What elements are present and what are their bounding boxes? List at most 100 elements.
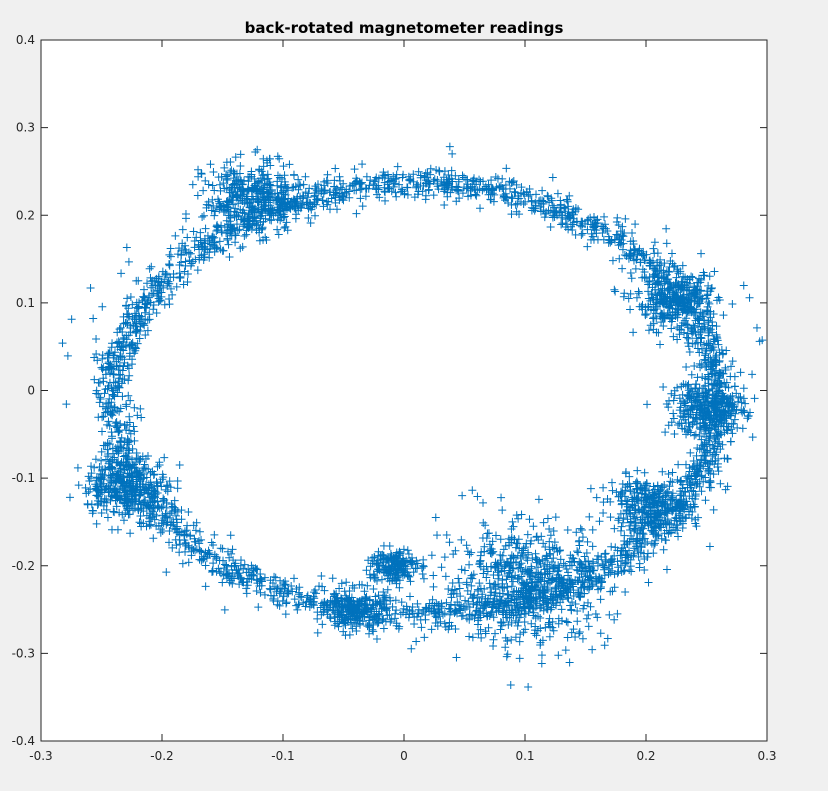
scatter-point (711, 450, 720, 459)
scatter-point (421, 610, 430, 619)
scatter-point (576, 559, 585, 568)
scatter-point (417, 623, 426, 632)
scatter-point (290, 595, 299, 604)
scatter-point (671, 525, 680, 534)
scatter-point (169, 520, 178, 529)
scatter-point (235, 225, 244, 234)
scatter-point (272, 584, 281, 593)
scatter-point (97, 427, 106, 436)
scatter-point (657, 269, 666, 278)
scatter-point (266, 591, 275, 600)
scatter-point (638, 265, 647, 274)
scatter-point (416, 171, 425, 180)
scatter-point (613, 213, 622, 222)
scatter-point (550, 212, 559, 221)
scatter-point (177, 506, 186, 515)
scatter-point (92, 334, 101, 343)
scatter-point (486, 195, 495, 204)
scatter-point (576, 583, 585, 592)
scatter-point (213, 221, 222, 230)
scatter-point (547, 603, 556, 612)
scatter-point (189, 227, 198, 236)
scatter-point (396, 610, 405, 619)
scatter-point (635, 559, 644, 568)
scatter-point (270, 572, 279, 581)
scatter-point (447, 166, 456, 175)
scatter-point (366, 176, 375, 185)
scatter-point (319, 202, 328, 211)
scatter-point (103, 420, 112, 429)
scatter-point (139, 285, 148, 294)
scatter-point (385, 177, 394, 186)
scatter-point (405, 175, 414, 184)
scatter-point (216, 544, 225, 553)
scatter-point (660, 259, 669, 268)
scatter-point (163, 279, 172, 288)
scatter-point (511, 188, 520, 197)
scatter-point (108, 390, 117, 399)
scatter-point (322, 197, 331, 206)
scatter-point (226, 531, 235, 540)
scatter-point (137, 413, 146, 422)
scatter-point (96, 395, 105, 404)
scatter-point (382, 606, 391, 615)
scatter-point (701, 473, 710, 482)
scatter-point (249, 571, 258, 580)
scatter-point (243, 581, 252, 590)
scatter-point (621, 214, 630, 223)
scatter-point (151, 281, 160, 290)
scatter-point (651, 539, 660, 548)
scatter-point (479, 177, 488, 186)
scatter-point (629, 240, 638, 249)
scatter-point (109, 386, 118, 395)
scatter-point (426, 164, 435, 173)
scatter-point (133, 469, 142, 478)
scatter-point (661, 535, 670, 544)
scatter-marks (58, 142, 767, 691)
scatter-point (626, 268, 635, 277)
scatter-point (387, 176, 396, 185)
scatter-point (97, 447, 106, 456)
scatter-point (356, 185, 365, 194)
scatter-point (228, 545, 237, 554)
scatter-point (115, 426, 124, 435)
scatter-point (710, 460, 719, 469)
scatter-point (405, 592, 414, 601)
scatter-point (727, 362, 736, 371)
scatter-point (212, 244, 221, 253)
scatter-point (674, 509, 683, 518)
scatter-point (639, 549, 648, 558)
scatter-point (421, 169, 430, 178)
scatter-point (95, 393, 104, 402)
scatter-point (692, 451, 701, 460)
scatter-point (565, 191, 574, 200)
scatter-point (619, 232, 628, 241)
scatter-point (112, 362, 121, 371)
scatter-point (298, 200, 307, 209)
scatter-point (451, 171, 460, 180)
scatter-point (130, 349, 139, 358)
scatter-point (578, 229, 587, 238)
scatter-point (433, 179, 442, 188)
scatter-point (431, 619, 440, 628)
scatter-point (583, 225, 592, 234)
scatter-point (454, 177, 463, 186)
scatter-point (150, 276, 159, 285)
scatter-point (471, 607, 480, 616)
scatter-point (320, 181, 329, 190)
scatter-point (138, 296, 147, 305)
scatter-point (231, 238, 240, 247)
scatter-point (147, 283, 156, 292)
scatter-point (507, 200, 516, 209)
scatter-point (487, 176, 496, 185)
scatter-point (634, 546, 643, 555)
scatter-point (569, 210, 578, 219)
scatter-point (251, 564, 260, 573)
scatter-point (608, 256, 617, 265)
scatter-point (104, 358, 113, 367)
scatter-point (143, 316, 152, 325)
scatter-point (381, 188, 390, 197)
scatter-point (216, 245, 225, 254)
scatter-point (143, 279, 152, 288)
scatter-point (229, 556, 238, 565)
